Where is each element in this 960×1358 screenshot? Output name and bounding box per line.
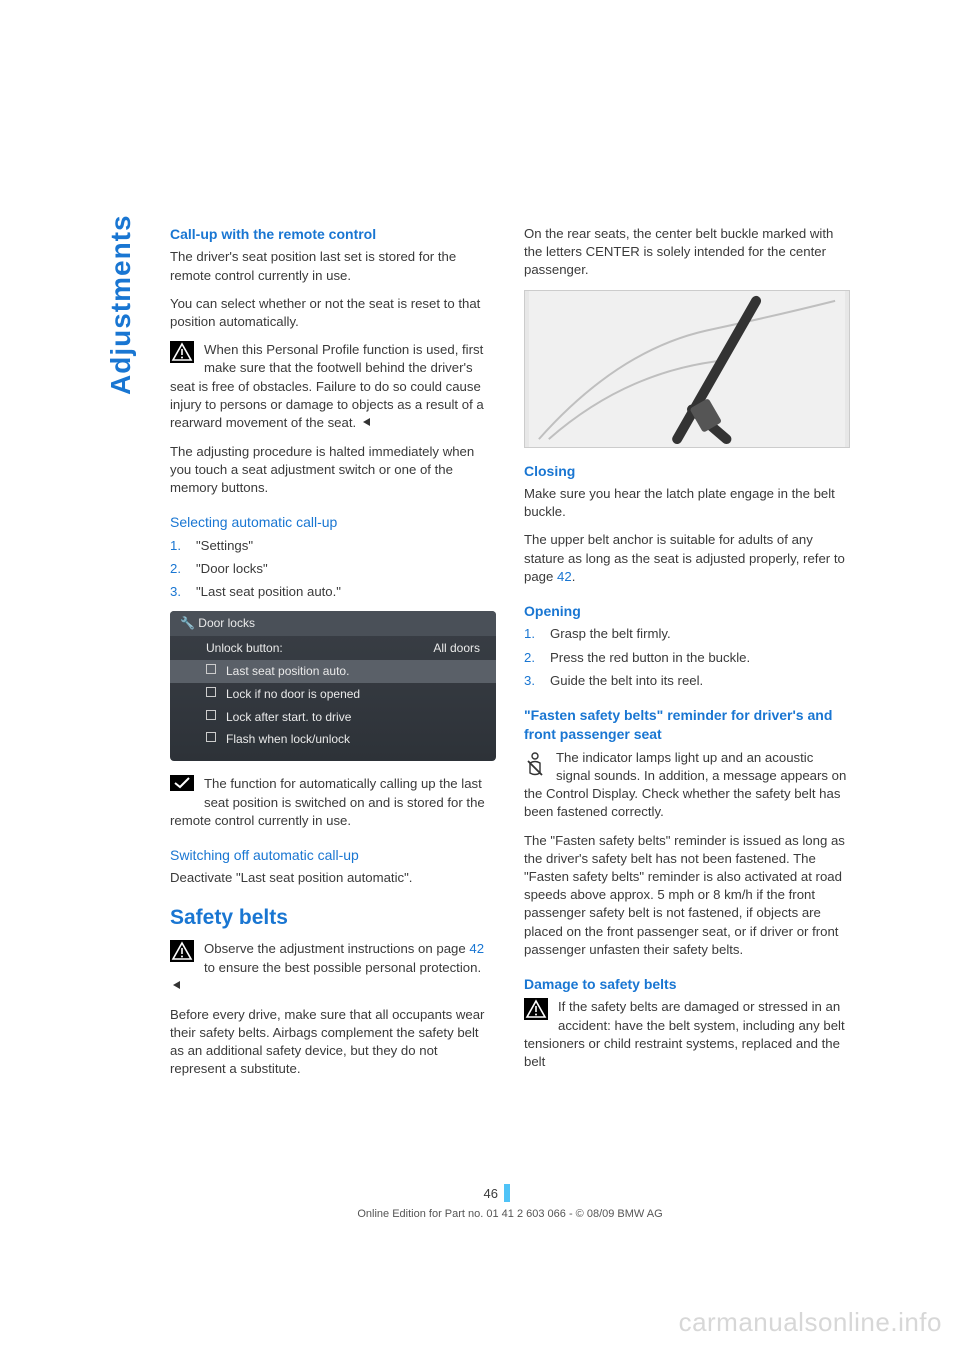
menu-row: Flash when lock/unlock — [170, 728, 496, 751]
warning-note: If the safety belts are damaged or stres… — [524, 998, 850, 1071]
step-text: "Settings" — [196, 537, 253, 555]
warning-icon — [170, 341, 194, 368]
warning-text: When this Personal Profile function is u… — [170, 342, 484, 430]
checkbox-icon — [206, 687, 216, 697]
step-text: Grasp the belt firmly. — [550, 625, 671, 643]
watermark: carmanualsonline.info — [679, 1307, 942, 1338]
heading-damage: Damage to safety belts — [524, 975, 850, 994]
checkbox-icon — [206, 710, 216, 720]
step-text: "Door locks" — [196, 560, 268, 578]
section-tab: Adjustments — [105, 214, 137, 395]
body-text: Make sure you hear the latch plate engag… — [524, 485, 850, 521]
list-item: 2. Press the red button in the buckle. — [524, 649, 850, 667]
heading-opening: Opening — [524, 602, 850, 621]
steps-list: 1. Grasp the belt firmly. 2. Press the red… — [524, 625, 850, 690]
menu-row: Last seat position auto. — [170, 660, 496, 683]
menu-row: Unlock button: All doors — [170, 636, 496, 661]
checkbox-icon — [206, 732, 216, 742]
indicator-text: The indicator lamps light up and an acou… — [524, 750, 846, 820]
heading-reminder: "Fasten safety belts" reminder for drive… — [524, 706, 850, 745]
body-text: The upper belt anchor is suitable for ad… — [524, 531, 850, 586]
menu-value: All doors — [433, 640, 480, 657]
list-item: 2. "Door locks" — [170, 560, 496, 578]
heading-callup: Call-up with the remote control — [170, 225, 496, 244]
list-item: 1. "Settings" — [170, 537, 496, 555]
page-link[interactable]: 42 — [469, 941, 484, 956]
body-text: The driver's seat position last set is s… — [170, 248, 496, 284]
body-text: Deactivate "Last seat position automatic… — [170, 869, 496, 887]
warning-note: Observe the adjustment instructions on p… — [170, 940, 496, 995]
page-content: Call-up with the remote control The driv… — [170, 225, 850, 1094]
body-text: The adjusting procedure is halted immedi… — [170, 443, 496, 498]
seatbelt-indicator-icon — [524, 751, 546, 784]
footer-text: Online Edition for Part no. 01 41 2 603 … — [170, 1208, 850, 1220]
step-number: 2. — [170, 560, 186, 578]
step-text: "Last seat position auto." — [196, 583, 341, 601]
page-marker-icon — [504, 1184, 510, 1202]
body-text: On the rear seats, the center belt buckl… — [524, 225, 850, 280]
body-text: Before every drive, make sure that all o… — [170, 1006, 496, 1079]
list-item: 1. Grasp the belt firmly. — [524, 625, 850, 643]
step-number: 2. — [524, 649, 540, 667]
checkmark-icon — [170, 775, 194, 796]
heading-switching-off: Switching off automatic call-up — [170, 846, 496, 865]
seatbelt-figure — [524, 290, 850, 448]
menu-label: Unlock button: — [206, 640, 283, 657]
warning-note: When this Personal Profile function is u… — [170, 341, 496, 433]
warning-text: Observe the adjustment instructions on p… — [204, 941, 484, 974]
warning-icon — [524, 998, 548, 1025]
seatbelt-illustration — [525, 291, 849, 447]
step-number: 3. — [524, 672, 540, 690]
warning-icon — [170, 940, 194, 967]
heading-selecting: Selecting automatic call-up — [170, 513, 496, 532]
step-text: Guide the belt into its reel. — [550, 672, 703, 690]
body-text: The "Fasten safety belts" reminder is is… — [524, 832, 850, 960]
step-text: Press the red button in the buckle. — [550, 649, 750, 667]
left-column: Call-up with the remote control The driv… — [170, 225, 496, 1094]
steps-list: 1. "Settings" 2. "Door locks" 3. "Last seat… — [170, 537, 496, 602]
step-number: 3. — [170, 583, 186, 601]
page-number: 46 — [170, 1184, 510, 1202]
check-note: The function for automatically calling u… — [170, 775, 496, 830]
heading-closing: Closing — [524, 462, 850, 481]
menu-row: Lock after start. to drive — [170, 706, 496, 729]
warning-text: If the safety belts are damaged or stres… — [524, 999, 845, 1069]
end-marker-icon — [172, 977, 182, 995]
checkbox-icon — [206, 664, 216, 674]
indicator-note: The indicator lamps light up and an acou… — [524, 749, 850, 822]
right-column: On the rear seats, the center belt buckl… — [524, 225, 850, 1094]
heading-safety-belts: Safety belts — [170, 904, 496, 933]
idrive-menu-figure: 🔧 Door locks Unlock button: All doors La… — [170, 611, 496, 761]
step-number: 1. — [524, 625, 540, 643]
check-text: The function for automatically calling u… — [170, 776, 485, 827]
step-number: 1. — [170, 537, 186, 555]
menu-title: 🔧 Door locks — [170, 611, 496, 636]
menu-row: Lock if no door is opened — [170, 683, 496, 706]
list-item: 3. "Last seat position auto." — [170, 583, 496, 601]
end-marker-icon — [362, 414, 372, 432]
body-text: You can select whether or not the seat i… — [170, 295, 496, 331]
page-link[interactable]: 42 — [557, 569, 572, 584]
list-item: 3. Guide the belt into its reel. — [524, 672, 850, 690]
